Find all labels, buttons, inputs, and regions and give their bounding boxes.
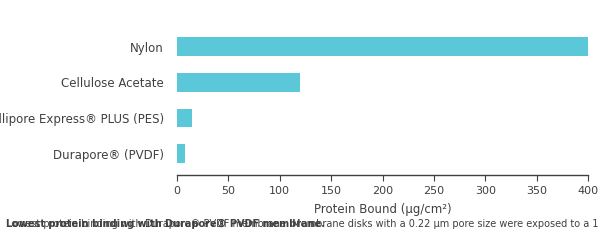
Bar	[177, 109, 193, 127]
X-axis label: Protein Bound (μg/cm²): Protein Bound (μg/cm²)	[314, 203, 451, 215]
Bar	[177, 73, 301, 92]
Text: Lowest protein binding with Durapore® PVDF membrane. Membrane disks with a 0.22 : Lowest protein binding with Durapore® PV…	[6, 219, 600, 229]
Bar	[177, 37, 588, 56]
Bar	[177, 144, 185, 163]
Text: Lowest protein binding with Durapore® PVDF membrane.: Lowest protein binding with Durapore® PV…	[6, 219, 325, 229]
